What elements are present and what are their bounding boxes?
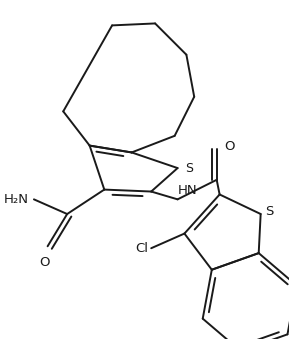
- Text: O: O: [225, 140, 235, 153]
- Text: O: O: [39, 256, 50, 269]
- Text: Cl: Cl: [135, 242, 148, 255]
- Text: H₂N: H₂N: [4, 193, 29, 206]
- Text: S: S: [186, 162, 193, 175]
- Text: HN: HN: [178, 185, 197, 198]
- Text: S: S: [266, 204, 274, 217]
